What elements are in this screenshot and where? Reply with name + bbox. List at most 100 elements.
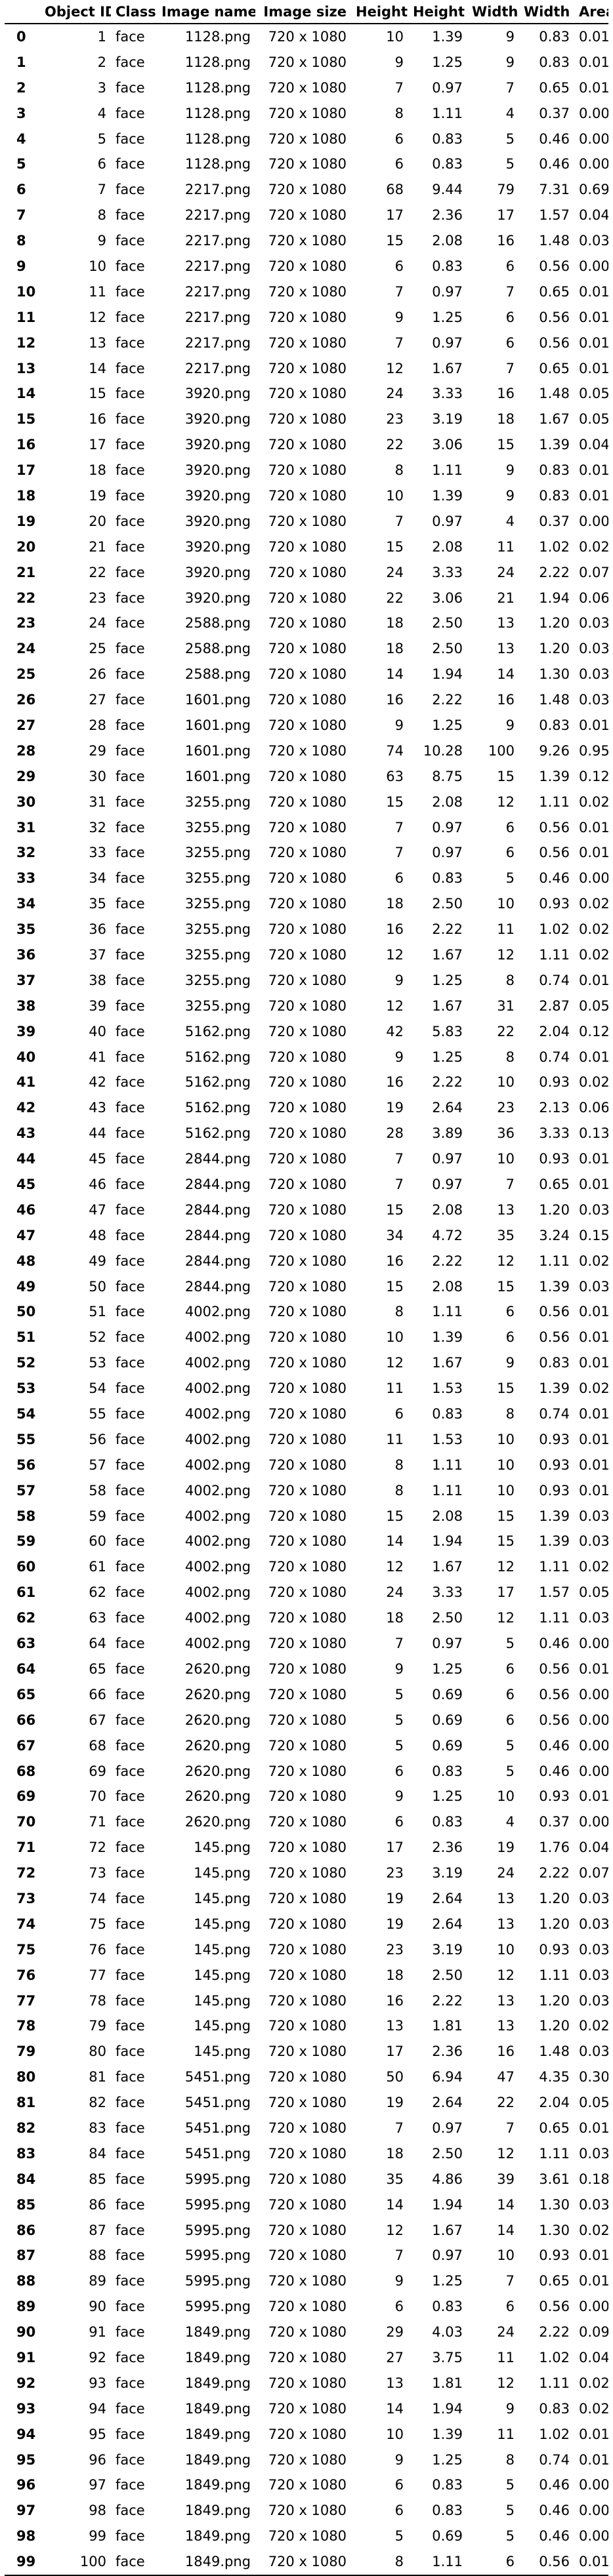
image-size-cell: 720 x 1080 <box>268 2069 347 2085</box>
object-id-cell: 94 <box>89 2400 106 2417</box>
row-index: 73 <box>16 1890 36 1906</box>
image-size-cell: 720 x 1080 <box>268 2451 347 2468</box>
object-id-cell: 53 <box>89 1355 106 1371</box>
height-pct-cell: 2.50 <box>432 1967 463 1983</box>
table-row: 45 46 face 2844.png 720 x 1080 7 0.97 7 0.65 0.01 <box>5 1172 608 1197</box>
image-size-cell: 720 x 1080 <box>268 1431 347 1447</box>
table-row: 72 73 face 145.png 720 x 1080 23 3.19 24 2.22 0.0… <box>5 1861 608 1886</box>
height-pct-cell: 1.94 <box>432 2196 463 2213</box>
width-pct-cell: 4.35 <box>539 2069 570 2085</box>
width-px-cell: 9 <box>505 487 515 504</box>
height-pct-cell: 2.22 <box>432 1253 463 1269</box>
height-pct-cell: 1.81 <box>432 2375 463 2391</box>
image-name-cell: 1128.png <box>184 105 251 121</box>
image-name-cell: 5451.png <box>184 2120 251 2136</box>
object-id-cell: 87 <box>89 2222 106 2238</box>
height-px-cell: 15 <box>386 233 404 249</box>
height-px-cell: 27 <box>386 2349 404 2365</box>
height-pct-cell: 1.25 <box>432 54 463 70</box>
height-pct-cell: 1.94 <box>432 666 463 683</box>
image-name-cell: 3920.png <box>184 437 251 453</box>
height-pct-cell: 0.69 <box>432 1686 463 1702</box>
width-pct-cell: 0.46 <box>539 1763 570 1779</box>
row-index: 47 <box>16 1227 36 1243</box>
header-width-pct: Width <box>519 1 574 24</box>
table-row: 18 19 face 3920.png 720 x 1080 10 1.39 9 0.83 0.0… <box>5 483 608 509</box>
width-px-cell: 31 <box>497 997 515 1014</box>
width-pct-cell: 0.83 <box>539 1355 570 1371</box>
row-index: 48 <box>16 1253 36 1269</box>
row-index: 11 <box>16 309 36 325</box>
image-size-cell: 720 x 1080 <box>268 1125 347 1142</box>
row-index: 34 <box>16 896 36 912</box>
height-pct-cell: 2.22 <box>432 1074 463 1091</box>
table-row: 31 32 face 3255.png 720 x 1080 7 0.97 6 0.56 0.01 <box>5 815 608 841</box>
object-id-cell: 28 <box>89 717 106 733</box>
object-id-cell: 44 <box>89 1125 106 1142</box>
image-size-cell: 720 x 1080 <box>268 717 347 733</box>
table-row: 46 47 face 2844.png 720 x 1080 15 2.08 13 1.20 0.… <box>5 1197 608 1223</box>
object-id-cell: 99 <box>89 2528 106 2545</box>
image-size-cell: 720 x 1080 <box>268 437 347 453</box>
object-id-cell: 86 <box>89 2196 106 2213</box>
width-pct-cell: 1.20 <box>539 615 570 632</box>
table-row: 38 39 face 3255.png 720 x 1080 12 1.67 31 2.87 0.… <box>5 994 608 1019</box>
row-index: 27 <box>16 717 36 733</box>
table-row: 61 62 face 4002.png 720 x 1080 24 3.33 17 1.57 0.… <box>5 1580 608 1605</box>
row-index: 9 <box>16 258 26 274</box>
image-name-cell: 3255.png <box>184 921 251 938</box>
image-name-cell: 2844.png <box>184 1278 251 1295</box>
row-index: 29 <box>16 768 36 784</box>
image-size-cell: 720 x 1080 <box>268 997 347 1014</box>
table-row: 15 16 face 3920.png 720 x 1080 23 3.19 18 1.67 0.… <box>5 407 608 432</box>
object-id-cell: 73 <box>89 1865 106 1882</box>
image-size-cell: 720 x 1080 <box>268 54 347 70</box>
image-name-cell: 4002.png <box>184 1355 251 1371</box>
area-cell: 0.03 <box>579 1967 608 1983</box>
class-cell: face <box>116 666 145 683</box>
class-cell: face <box>116 947 145 963</box>
row-index: 6 <box>16 182 26 198</box>
table-row: 4 5 face 1128.png 720 x 1080 6 0.83 5 0.46 0.00 <box>5 127 608 152</box>
row-index: 69 <box>16 1788 36 1805</box>
width-pct-cell: 1.67 <box>539 411 570 428</box>
image-size-cell: 720 x 1080 <box>268 2299 347 2315</box>
height-px-cell: 23 <box>386 411 404 428</box>
image-name-cell: 3920.png <box>184 564 251 580</box>
image-size-cell: 720 x 1080 <box>268 360 347 376</box>
object-id-cell: 29 <box>89 742 106 759</box>
height-px-cell: 12 <box>386 1559 404 1575</box>
width-pct-cell: 1.94 <box>539 590 570 606</box>
class-cell: face <box>116 1482 145 1499</box>
width-pct-cell: 0.74 <box>539 972 570 988</box>
object-id-cell: 77 <box>89 1967 106 1983</box>
height-px-cell: 9 <box>394 717 404 733</box>
row-index: 7 <box>16 207 26 224</box>
height-px-cell: 8 <box>394 105 404 121</box>
table-row: 59 60 face 4002.png 720 x 1080 14 1.94 15 1.39 0.… <box>5 1529 608 1555</box>
height-px-cell: 8 <box>351 2549 408 2576</box>
image-size-cell: 720 x 1080 <box>268 1457 347 1473</box>
table-row: 93 94 face 1849.png 720 x 1080 14 1.94 9 0.83 0.0… <box>5 2396 608 2422</box>
height-px-cell: 7 <box>394 1636 404 1652</box>
row-index: 3 <box>16 105 26 121</box>
image-size-cell: 720 x 1080 <box>268 1355 347 1371</box>
height-px-cell: 74 <box>386 742 404 759</box>
width-pct-cell: 1.02 <box>539 921 570 938</box>
table-row: 40 41 face 5162.png 720 x 1080 9 1.25 8 0.74 0.01 <box>5 1045 608 1070</box>
height-px-cell: 7 <box>394 819 404 835</box>
area-cell: 0.00 <box>579 1712 608 1728</box>
class-cell: face <box>116 1533 145 1550</box>
image-name-cell: 145.png <box>194 1941 251 1958</box>
image-size-cell: 720 x 1080 <box>268 794 347 810</box>
row-index: 31 <box>16 819 36 835</box>
header-image-name: Image name <box>157 1 255 24</box>
class-cell: face <box>116 411 145 428</box>
object-id-cell: 15 <box>89 386 106 402</box>
object-id-cell: 81 <box>89 2069 106 2085</box>
image-size-cell: 720 x 1080 <box>268 768 347 784</box>
width-pct-cell: 0.65 <box>539 1177 570 1193</box>
width-pct-cell: 1.39 <box>539 768 570 784</box>
width-px-cell: 6 <box>505 1712 515 1728</box>
height-px-cell: 17 <box>386 1840 404 1856</box>
